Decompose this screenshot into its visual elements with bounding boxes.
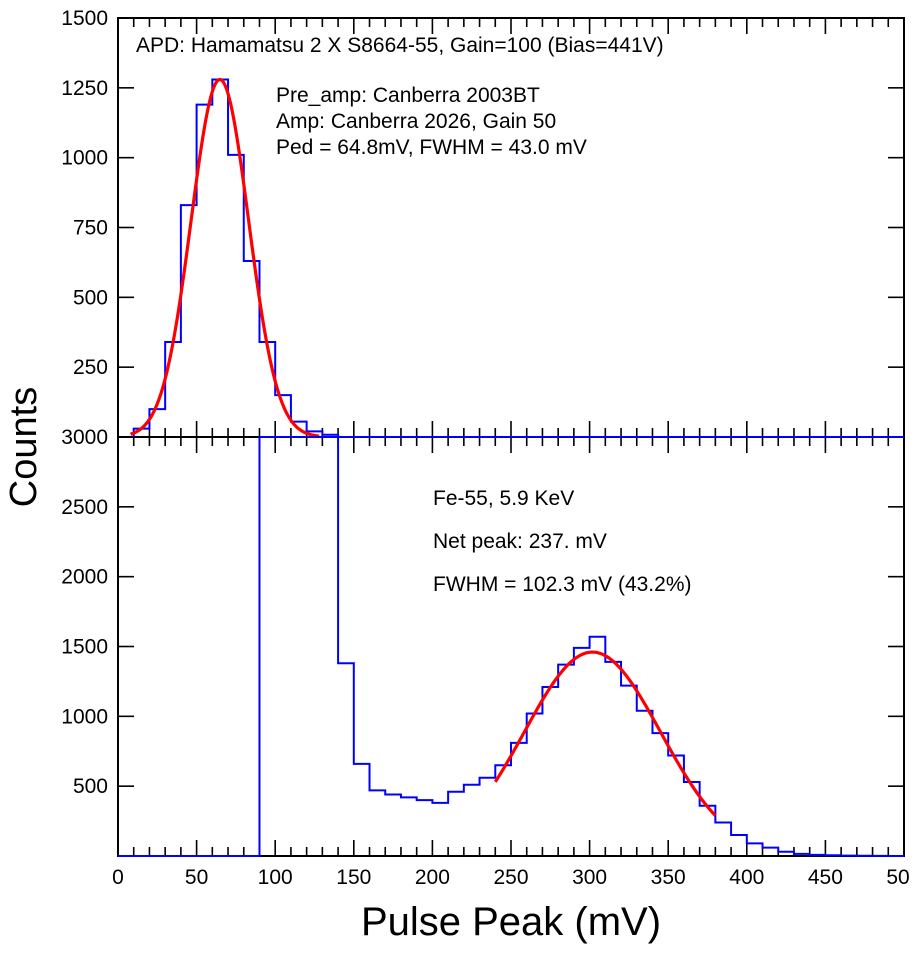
bottom-y-tick-labels: 3000 2500 2000 1500 1000 500 <box>61 426 108 798</box>
x-axis-label: Pulse Peak (mV) <box>361 900 661 944</box>
y-tick-label: 1500 <box>61 7 108 30</box>
x-tick-label: 450 <box>808 866 843 889</box>
y-tick-label: 500 <box>73 286 108 309</box>
histogram-steps <box>118 436 904 857</box>
top-gaussian-fit <box>130 77 320 438</box>
top-annotation-preamp: Pre_amp: Canberra 2003BT <box>276 84 540 107</box>
top-y-tick-labels: 1500 1250 1000 750 500 250 <box>61 7 108 379</box>
y-tick-label: 1000 <box>61 705 108 728</box>
x-tick-label: 250 <box>493 866 528 889</box>
x-tick-label: 350 <box>651 866 686 889</box>
y-axis-label: Counts <box>3 387 45 507</box>
bottom-annotation-fwhm: FWHM = 102.3 mV (43.2%) <box>433 573 692 596</box>
top-title: APD: Hamamatsu 2 X S8664-55, Gain=100 (B… <box>136 34 664 57</box>
x-tick-label: 300 <box>572 866 607 889</box>
bottom-annotation-netpeak: Net peak: 237. mV <box>433 530 607 553</box>
y-tick-label: 250 <box>73 356 108 379</box>
bottom-gaussian-fit <box>493 650 717 817</box>
y-tick-label: 1000 <box>61 147 108 170</box>
x-tick-label: 150 <box>336 866 371 889</box>
top-histogram <box>132 78 904 438</box>
bottom-panel-ticks <box>118 437 904 856</box>
histogram-steps <box>132 78 904 438</box>
fit-curve <box>130 77 320 438</box>
top-panel-frame <box>117 17 905 438</box>
x-tick-label: 400 <box>729 866 764 889</box>
top-annotation-amp: Amp: Canberra 2026, Gain 50 <box>276 110 556 133</box>
y-tick-label: 2500 <box>61 496 108 519</box>
x-tick-label: 200 <box>415 866 450 889</box>
y-tick-label: 750 <box>73 217 108 240</box>
y-tick-label: 1500 <box>61 636 108 659</box>
x-tick-label: 0 <box>112 866 124 889</box>
x-tick-labels: 0 50 100 150 200 250 300 350 400 450 50 <box>112 866 910 889</box>
y-tick-label: 500 <box>73 775 108 798</box>
x-tick-label: 100 <box>258 866 293 889</box>
x-tick-label: 50 <box>886 866 909 889</box>
y-tick-label: 3000 <box>61 426 108 449</box>
x-tick-label: 50 <box>185 866 208 889</box>
top-annotation-ped: Ped = 64.8mV, FWHM = 43.0 mV <box>276 136 587 159</box>
top-panel-ticks <box>118 18 904 437</box>
y-tick-label: 2000 <box>61 566 108 589</box>
bottom-histogram <box>118 436 904 857</box>
bottom-annotation-source: Fe-55, 5.9 KeV <box>433 487 574 510</box>
fit-curve <box>493 650 717 817</box>
y-tick-label: 1250 <box>61 77 108 100</box>
